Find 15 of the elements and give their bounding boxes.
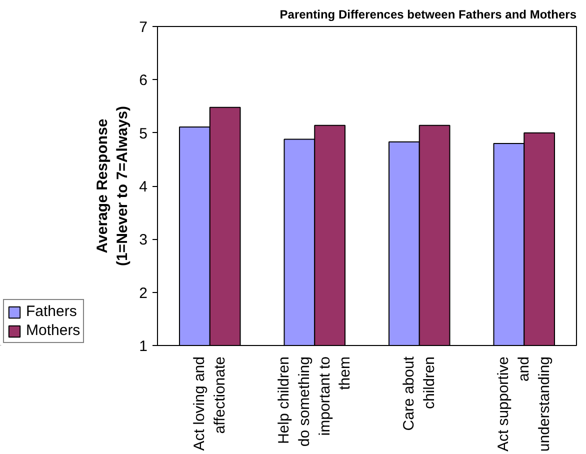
x-tick-label: Care about children [400, 356, 438, 431]
x-tick-label: Act supportive and understanding [495, 356, 554, 452]
y-tick-label: 1 [139, 338, 148, 355]
legend-label: Mothers [26, 322, 80, 339]
y-tick-label: 6 [139, 72, 148, 90]
y-tick-label: 3 [139, 232, 148, 249]
x-tick-label: Help children do something important to them [276, 356, 354, 447]
y-tick-label: 7 [139, 19, 148, 36]
y-tick-label: 5 [139, 125, 148, 142]
x-tick-label: Act loving and affectionate [191, 356, 229, 451]
legend-label: Fathers [26, 303, 77, 320]
y-axis-title: Average Response (1=Never to 7=Always) [94, 106, 132, 266]
y-tick-label: 4 [139, 178, 148, 196]
chart-title: Parenting Differences between Fathers and Mothers [280, 8, 577, 22]
y-tick-label: 2 [139, 284, 148, 302]
